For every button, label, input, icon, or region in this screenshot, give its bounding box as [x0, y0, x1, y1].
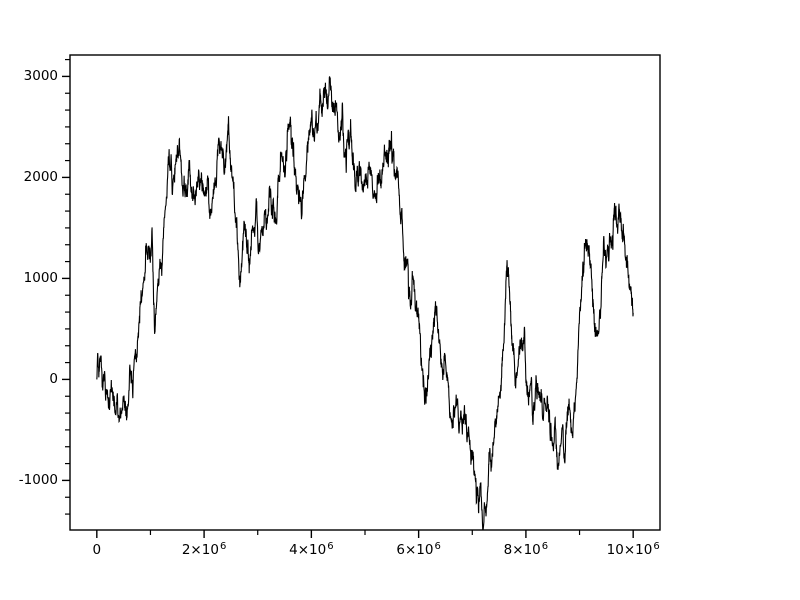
x-tick-label: 6×106 [396, 540, 441, 559]
y-tick-label: -1000 [18, 472, 58, 489]
y-tick-label: 1000 [23, 270, 58, 287]
x-tick-label: 8×106 [503, 540, 549, 559]
random-walk-curve [96, 76, 634, 530]
y-tick-label: 3000 [23, 68, 58, 85]
y-tick-label: 2000 [23, 169, 58, 186]
plot-box [69, 54, 661, 531]
x-tick-label: 0 [92, 542, 102, 558]
y-tick-label: 0 [49, 371, 58, 388]
x-tick-label: 2×106 [181, 540, 227, 559]
x-tick-label: 4×106 [289, 540, 334, 559]
x-tick-label: 10×106 [606, 540, 660, 559]
